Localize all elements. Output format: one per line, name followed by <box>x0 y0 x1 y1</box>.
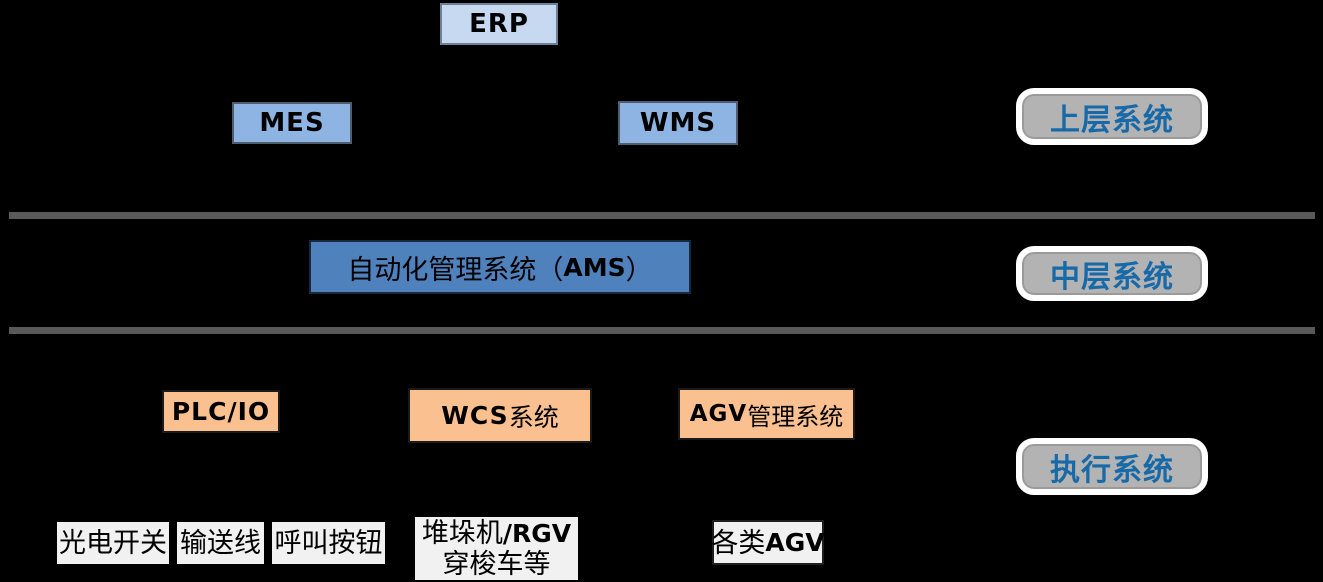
stacker-rgv-shuttle-node: 堆垛机/RGV 穿梭车等 <box>415 517 578 580</box>
stacker-line1-latin: /RGV <box>502 519 572 548</box>
stacker-line1: 堆垛机/RGV <box>422 518 571 549</box>
wms-node: WMS <box>618 101 738 145</box>
erp-label: ERP <box>469 9 529 39</box>
agv-types-node: 各类 AGV <box>711 520 825 565</box>
erp-node: ERP <box>440 3 558 45</box>
exec-layer-section-label: 执行系统 <box>1050 452 1174 488</box>
agv-types-label-latin: AGV <box>765 527 825 557</box>
middle-layer-section-badge: 中层系统 <box>1016 246 1208 301</box>
wcs-node: WCS 系统 <box>408 388 592 443</box>
upper-layer-section-label: 上层系统 <box>1050 102 1174 138</box>
agv-management-node: AGV 管理系统 <box>678 388 855 440</box>
stacker-rgv-shuttle-label: 堆垛机/RGV 穿梭车等 <box>422 518 571 579</box>
wms-label: WMS <box>639 108 717 138</box>
wcs-label-zh: 系统 <box>508 404 559 432</box>
plc-io-node: PLC/IO <box>162 390 280 433</box>
stacker-line1-zh: 堆垛机 <box>421 518 503 548</box>
middle-layer-section-label: 中层系统 <box>1050 259 1174 295</box>
plc-io-label: PLC/IO <box>171 397 271 426</box>
mes-label: MES <box>259 108 325 138</box>
ams-label-latin: AMS <box>563 252 626 282</box>
call-button-label: 呼叫按钮 <box>274 528 383 558</box>
conveyor-line-node: 输送线 <box>177 522 264 564</box>
ams-label-close: ） <box>625 254 653 285</box>
photoelectric-switch-label: 光电开关 <box>59 528 167 558</box>
conveyor-line-label: 输送线 <box>180 528 261 558</box>
stacker-line2: 穿梭车等 <box>442 549 551 579</box>
mes-node: MES <box>232 102 352 144</box>
divider-middle-exec <box>9 327 1315 334</box>
divider-upper-middle <box>9 212 1315 219</box>
upper-layer-section-badge: 上层系统 <box>1016 88 1208 145</box>
exec-layer-section-badge: 执行系统 <box>1016 438 1208 495</box>
agv-types-label-zh: 各类 <box>711 527 766 558</box>
ams-label-zh: 自动化管理系统（ <box>347 254 564 285</box>
wcs-label-latin: WCS <box>441 401 509 430</box>
agv-mgmt-label-zh: 管理系统 <box>747 404 844 431</box>
call-button-node: 呼叫按钮 <box>272 522 385 564</box>
photoelectric-switch-node: 光电开关 <box>57 522 169 564</box>
ams-node: 自动化管理系统（ AMS） <box>309 240 691 294</box>
agv-mgmt-label-latin: AGV <box>689 401 748 427</box>
